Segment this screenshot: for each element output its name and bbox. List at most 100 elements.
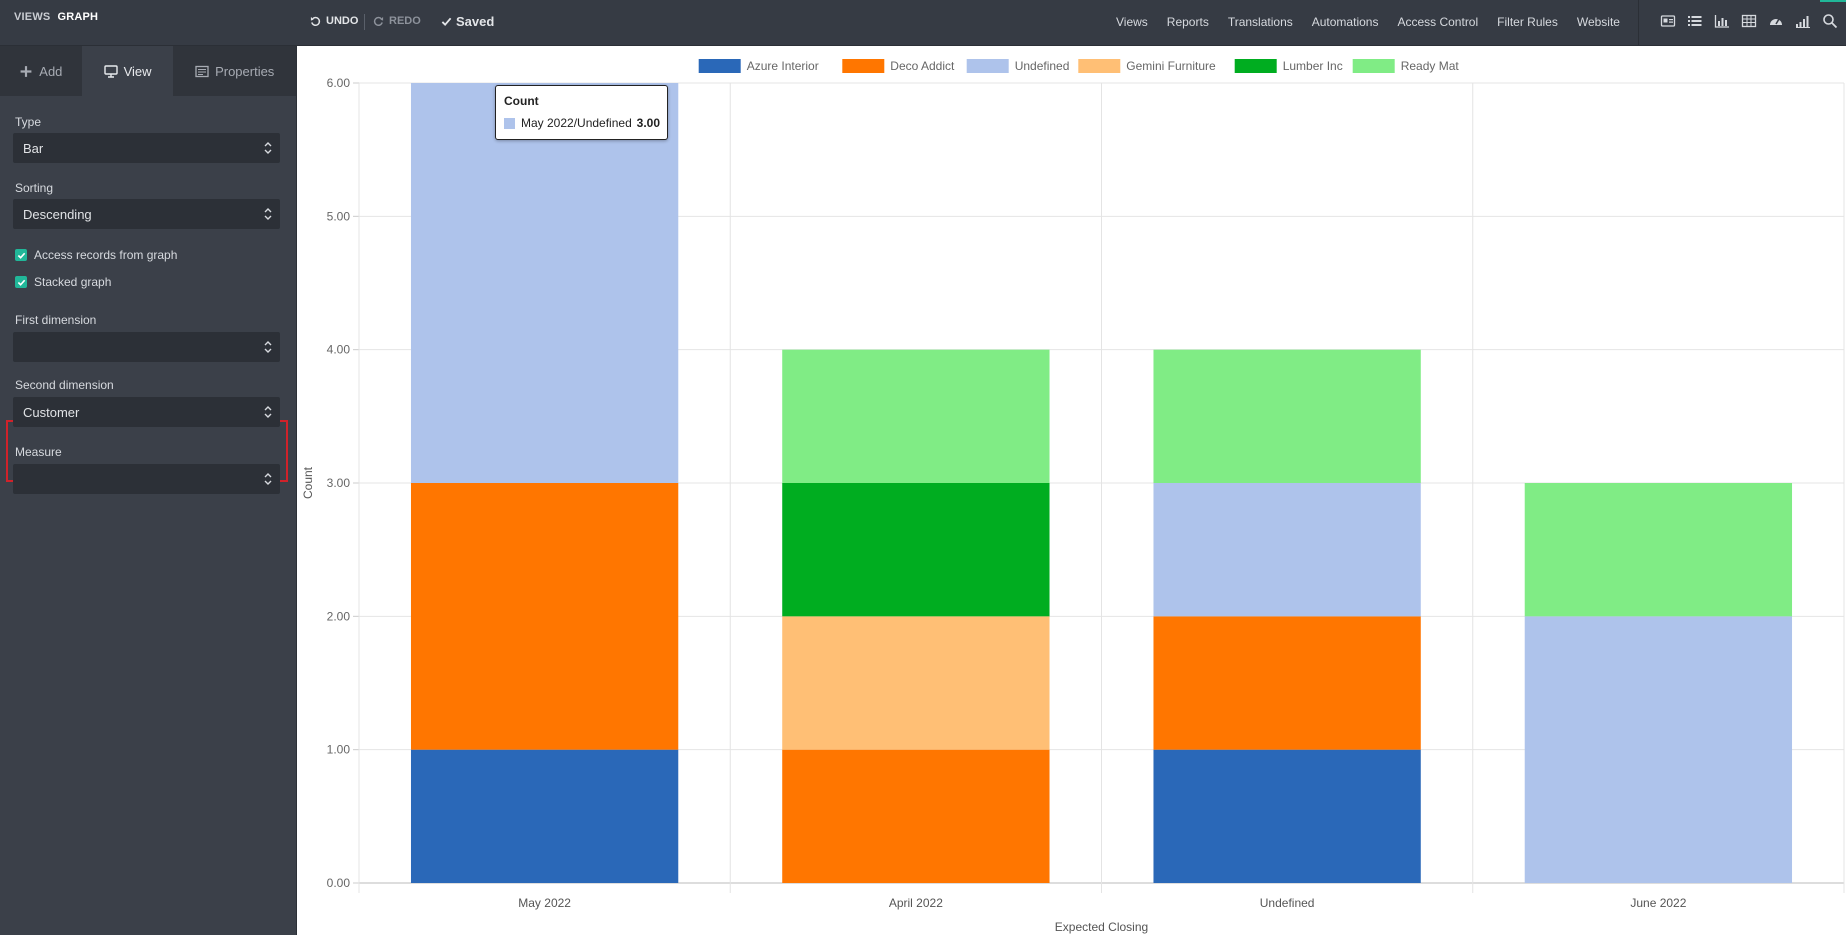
list-view-icon[interactable] [1687,13,1703,29]
dashboard-view-icon[interactable] [1768,13,1784,29]
studio-menu: Views Reports Translations Automations A… [1116,15,1639,29]
graph-view-icon[interactable] [1714,13,1730,29]
y-tick-label: 6.00 [327,76,351,90]
tab-properties-label: Properties [215,63,275,79]
legend-item: Azure Interior [747,59,819,73]
plus-icon [20,65,32,77]
bar-segment [1153,349,1421,483]
menu-automations[interactable]: Automations [1311,15,1379,29]
bar-segment [1153,483,1421,617]
x-axis-label: Expected Closing [1055,920,1148,934]
bar-segment [782,749,1050,883]
menu-views[interactable]: Views [1116,15,1148,29]
legend-swatch [1234,59,1277,73]
tab-add-label: Add [39,63,63,79]
checkbox-checked-icon[interactable] [15,276,27,288]
search-icon[interactable] [1822,13,1838,29]
tooltip-row: May 2022/Undefined [504,116,632,130]
select-arrows-icon [264,473,272,485]
legend-swatch [1078,59,1121,73]
active-indicator [1820,0,1846,2]
type-value: Bar [23,140,44,156]
saved-status: Saved [441,14,494,29]
redo-icon [373,16,384,26]
access-records-label: Access records from graph [34,248,178,262]
first-dimension-select[interactable] [13,332,280,362]
menu-translations[interactable]: Translations [1227,15,1293,29]
top-bar: VIEWS GRAPH UNDO REDO Saved Views Reports… [0,0,1846,46]
undo-label: UNDO [326,15,359,27]
tooltip-value: 3.00 [636,116,660,130]
sorting-value: Descending [23,206,92,222]
tab-view[interactable]: View [81,46,174,96]
bar-segment [782,616,1050,750]
menu-filter-rules[interactable]: Filter Rules [1497,15,1558,29]
measure-select[interactable] [13,464,280,494]
y-tick-label: 2.00 [327,609,351,623]
breadcrumb: VIEWS GRAPH [14,11,98,23]
checkbox-checked-icon[interactable] [15,249,27,261]
sorting-select[interactable]: Descending [13,199,280,229]
legend-swatch [966,59,1009,73]
menu-website[interactable]: Website [1576,15,1620,29]
chart-canvas: 0.00 1.00 2.00 3.00 4.00 5.00 6.00 May 2022 Apri… [301,59,1845,934]
bar-segment [410,483,679,750]
undo-icon [310,16,321,26]
y-tick-label: 4.00 [327,343,351,357]
select-arrows-icon [264,142,272,154]
sidebar: Add View Properties Type Bar Sorting Des… [0,46,297,935]
menu-access-control[interactable]: Access Control [1397,15,1479,29]
bar-segment [1153,616,1421,750]
menu-divider [1638,0,1639,46]
measure-label: Measure [15,445,62,459]
properties-icon [195,65,209,77]
y-tick-label: 5.00 [327,209,351,223]
bar-segment [1524,616,1793,883]
access-records-checkbox[interactable]: Access records from graph [15,248,177,262]
x-tick-label: June 2022 [1630,896,1686,910]
redo-label: REDO [389,15,421,27]
second-dimension-select[interactable]: Customer [13,397,280,427]
stacked-graph-label: Stacked graph [34,275,112,289]
tooltip-swatch [504,117,515,129]
graph-chart[interactable]: 0.00 1.00 2.00 3.00 4.00 5.00 6.00 May 2022 Apri… [298,46,1846,935]
legend-swatch [842,59,885,73]
breadcrumb-views[interactable]: VIEWS [14,11,51,23]
bar-segment [1153,749,1421,883]
sorting-label: Sorting [15,181,54,195]
toolbar-divider [364,14,365,30]
type-select[interactable]: Bar [13,133,280,163]
sidebar-tabs: Add View Properties [0,46,296,96]
redo-button[interactable]: REDO [373,15,421,27]
tab-add[interactable]: Add [0,46,82,96]
legend-item: Undefined [1015,59,1070,73]
pivot-view-icon[interactable] [1741,13,1757,29]
tab-properties[interactable]: Properties [173,46,296,96]
legend-item: Lumber Inc [1283,59,1343,73]
bar-segment [410,749,679,883]
second-dimension-label: Second dimension [15,378,114,392]
y-tick-label: 3.00 [327,476,351,490]
form-view-icon[interactable] [1660,13,1676,29]
menu-reports[interactable]: Reports [1166,15,1209,29]
x-tick-label: Undefined [1260,896,1315,910]
tooltip-label: May 2022/Undefined [521,116,632,130]
first-dimension-label: First dimension [15,313,97,327]
saved-label: Saved [456,14,495,29]
x-tick-label: April 2022 [889,896,943,910]
bar-segment [782,349,1050,483]
y-axis-label: Count [301,466,315,499]
legend-swatch [698,59,741,73]
tooltip-title: Count [504,94,539,108]
legend-item: Ready Mat [1401,59,1460,73]
stacked-graph-checkbox[interactable]: Stacked graph [15,275,111,289]
tab-view-label: View [123,63,152,79]
second-dimension-value: Customer [23,404,80,420]
signal-view-icon[interactable] [1795,13,1811,29]
y-tick-label: 1.00 [327,743,351,757]
undo-button[interactable]: UNDO [310,15,358,27]
select-arrows-icon [264,341,272,353]
type-label: Type [15,115,42,129]
chart-tooltip: Count May 2022/Undefined 3.00 [495,85,668,140]
legend-item: Deco Addict [890,59,955,73]
